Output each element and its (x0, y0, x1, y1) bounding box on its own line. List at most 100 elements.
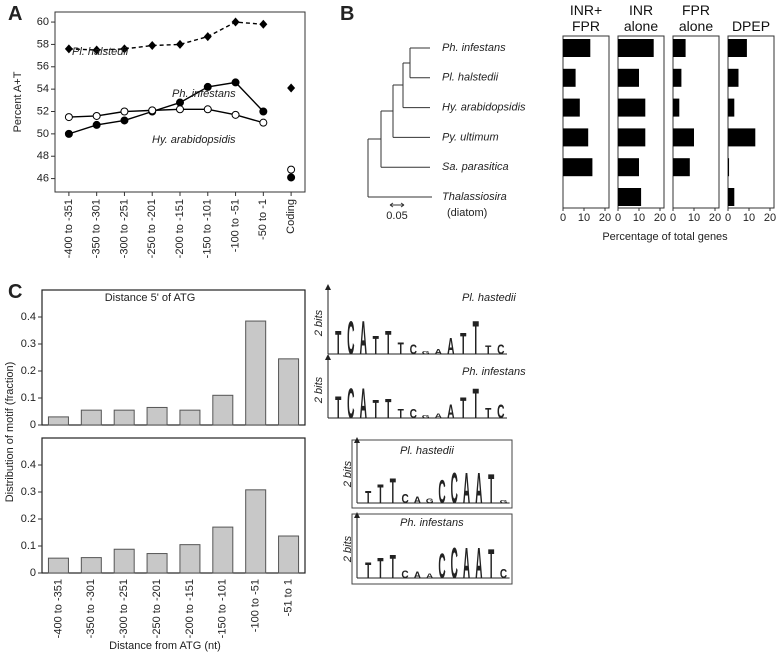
y-axis-label: Distribution of motif (fraction) (4, 362, 16, 503)
panel-label: C (8, 281, 22, 303)
logo-letter: G (500, 499, 508, 504)
y-tick-label: 0.3 (21, 338, 36, 350)
logo-letter: A (475, 463, 482, 513)
logo-axis-label: 2 bits (342, 460, 354, 488)
logo-letter: T (385, 394, 391, 425)
logo-letter: A (435, 348, 443, 356)
bar (212, 526, 234, 574)
series-label: Pl. halstedii (72, 46, 129, 58)
logo-letter: C (497, 341, 504, 357)
tree-branch (380, 110, 430, 168)
y-tick-label: 0.1 (21, 540, 36, 552)
logo-label: Pl. hastedii (462, 292, 516, 304)
logo-letter: G (422, 350, 430, 355)
species-label: Ph. infestans (442, 42, 506, 54)
logo-axis-label: 2 bits (313, 309, 325, 337)
point-marker (231, 78, 240, 87)
logo-letter: T (335, 391, 341, 426)
x-tick-label: -150 to -101 (202, 199, 214, 258)
y-tick-label: 0 (30, 419, 36, 431)
panel-frame (617, 35, 665, 209)
bar (113, 548, 135, 574)
panel-title: FPR alone (678, 2, 714, 34)
x-tick-label: -350 to -301 (85, 579, 97, 638)
logo-letter: C (497, 402, 504, 423)
x-tick-label: 20 (599, 212, 611, 224)
point-marker (176, 39, 184, 49)
plot-frame (41, 289, 306, 426)
x-tick-label: 20 (764, 212, 776, 224)
logo-letter: G (426, 497, 434, 505)
logo-letter: A (447, 402, 454, 423)
species-note: (diatom) (447, 207, 487, 219)
bar (278, 358, 300, 426)
logo-frame (351, 439, 513, 509)
x-tick-label: -200 to -151 (184, 579, 196, 638)
species-label: Hy. arabidopsidis (442, 102, 526, 114)
logo-letter: T (473, 313, 479, 366)
logo-letter: C (347, 379, 354, 427)
logo-letter: A (414, 570, 421, 580)
y-tick-label: 0.4 (21, 459, 36, 471)
y-tick-label: 52 (37, 105, 49, 117)
x-tick-label: -400 to -351 (63, 199, 75, 258)
y-tick-label: 46 (37, 172, 49, 184)
logo-frame (351, 513, 513, 585)
x-tick-label: 20 (709, 212, 721, 224)
bar (618, 158, 639, 177)
x-axis-label: Distance from ATG (nt) (109, 640, 221, 652)
panel-title: INR+ FPR (569, 2, 603, 34)
series-label: Ph. infestans (172, 88, 236, 100)
bar (47, 557, 69, 574)
bar (563, 68, 576, 87)
point-marker (203, 82, 212, 91)
scale-bar (389, 202, 405, 208)
point-marker (203, 32, 212, 42)
logo-letter: T (460, 326, 466, 361)
point-marker (92, 111, 101, 120)
logo-letter: A (414, 495, 421, 505)
logo-letter: T (373, 396, 379, 425)
bar (618, 39, 654, 57)
bar (618, 68, 639, 87)
logo-letter: C (438, 548, 445, 586)
y-tick-label: 0.3 (21, 486, 36, 498)
point-marker (64, 129, 73, 138)
bar (618, 188, 642, 206)
point-marker (148, 41, 157, 51)
x-axis-label: Percentage of total genes (602, 231, 728, 243)
bar (673, 128, 694, 147)
logo-letter: C (438, 475, 445, 512)
bar (563, 39, 591, 57)
point-marker (287, 165, 296, 174)
bar (146, 406, 168, 426)
logo-letter: C (451, 463, 458, 513)
panel-frame (672, 35, 720, 209)
logo-letter: C (500, 567, 508, 582)
tree-branch (367, 138, 432, 198)
point-marker (259, 107, 268, 116)
panel-label: B (340, 3, 354, 25)
y-tick-label: 0.2 (21, 513, 36, 525)
logo-letter: T (398, 408, 404, 421)
point-marker (64, 44, 73, 54)
y-tick-label: 58 (37, 38, 49, 50)
point-marker (120, 44, 129, 54)
point-marker (176, 105, 184, 114)
panel-frame (727, 35, 775, 209)
y-tick-label: 56 (37, 61, 49, 73)
x-tick-label: -51 to 1 (282, 579, 294, 616)
bar (673, 98, 680, 117)
x-tick-label: 20 (654, 212, 666, 224)
logo-label: Ph. infestans (400, 517, 464, 529)
bar (728, 39, 747, 57)
logo-letter: T (460, 391, 466, 424)
x-tick-label: -300 to -251 (118, 199, 130, 258)
bar (728, 98, 735, 117)
logo-letter: T (473, 379, 479, 427)
bar (47, 416, 69, 426)
y-tick-label: 0.4 (21, 311, 36, 323)
logo-axis-arrow (354, 512, 360, 518)
logo-letter: A (447, 333, 454, 359)
